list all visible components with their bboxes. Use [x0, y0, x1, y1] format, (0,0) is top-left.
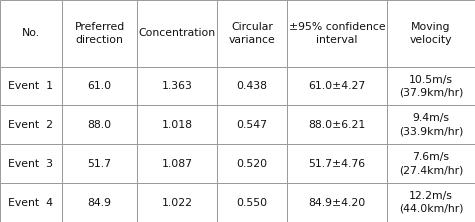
Bar	[62, 67, 137, 105]
Text: 51.7: 51.7	[87, 159, 112, 169]
Bar	[387, 0, 475, 67]
Text: 1.018: 1.018	[162, 120, 192, 130]
Bar	[287, 67, 387, 105]
Bar	[287, 0, 387, 67]
Bar	[217, 67, 287, 105]
Text: Concentration: Concentration	[138, 28, 216, 38]
Bar	[62, 183, 137, 222]
Text: 10.5m/s
(37.9km/hr): 10.5m/s (37.9km/hr)	[399, 75, 463, 97]
Text: Event  3: Event 3	[9, 159, 54, 169]
Text: 88.0±6.21: 88.0±6.21	[308, 120, 366, 130]
Bar	[137, 67, 217, 105]
Text: 61.0±4.27: 61.0±4.27	[308, 81, 366, 91]
Text: Circular
variance: Circular variance	[228, 22, 276, 45]
Bar	[387, 67, 475, 105]
Bar	[287, 144, 387, 183]
Text: 84.9±4.20: 84.9±4.20	[308, 198, 366, 208]
Bar	[217, 0, 287, 67]
Bar	[62, 0, 137, 67]
Bar	[137, 183, 217, 222]
Text: ±95% confidence
interval: ±95% confidence interval	[289, 22, 385, 45]
Text: Preferred
direction: Preferred direction	[75, 22, 124, 45]
Bar	[217, 105, 287, 144]
Text: 1.022: 1.022	[162, 198, 192, 208]
Text: 88.0: 88.0	[87, 120, 112, 130]
Bar	[0, 0, 62, 67]
Text: 12.2m/s
(44.0km/hr): 12.2m/s (44.0km/hr)	[399, 191, 463, 214]
Text: Event  4: Event 4	[9, 198, 54, 208]
Bar	[0, 67, 62, 105]
Bar	[217, 183, 287, 222]
Text: 9.4m/s
(33.9km/hr): 9.4m/s (33.9km/hr)	[399, 113, 463, 136]
Text: 0.550: 0.550	[237, 198, 267, 208]
Bar	[0, 105, 62, 144]
Bar	[217, 144, 287, 183]
Text: 7.6m/s
(27.4km/hr): 7.6m/s (27.4km/hr)	[399, 152, 463, 175]
Text: 0.547: 0.547	[237, 120, 267, 130]
Bar	[387, 183, 475, 222]
Text: 1.363: 1.363	[162, 81, 192, 91]
Bar	[137, 0, 217, 67]
Text: 61.0: 61.0	[87, 81, 112, 91]
Text: 84.9: 84.9	[87, 198, 112, 208]
Bar	[62, 105, 137, 144]
Text: No.: No.	[22, 28, 40, 38]
Bar	[387, 105, 475, 144]
Bar	[0, 183, 62, 222]
Bar	[137, 105, 217, 144]
Text: 0.520: 0.520	[237, 159, 267, 169]
Bar	[62, 144, 137, 183]
Bar	[287, 105, 387, 144]
Text: Moving
velocity: Moving velocity	[410, 22, 452, 45]
Text: 0.438: 0.438	[237, 81, 267, 91]
Bar	[137, 144, 217, 183]
Bar	[387, 144, 475, 183]
Text: Event  2: Event 2	[9, 120, 54, 130]
Bar	[287, 183, 387, 222]
Text: 1.087: 1.087	[162, 159, 192, 169]
Bar	[0, 144, 62, 183]
Text: Event  1: Event 1	[9, 81, 54, 91]
Text: 51.7±4.76: 51.7±4.76	[308, 159, 366, 169]
